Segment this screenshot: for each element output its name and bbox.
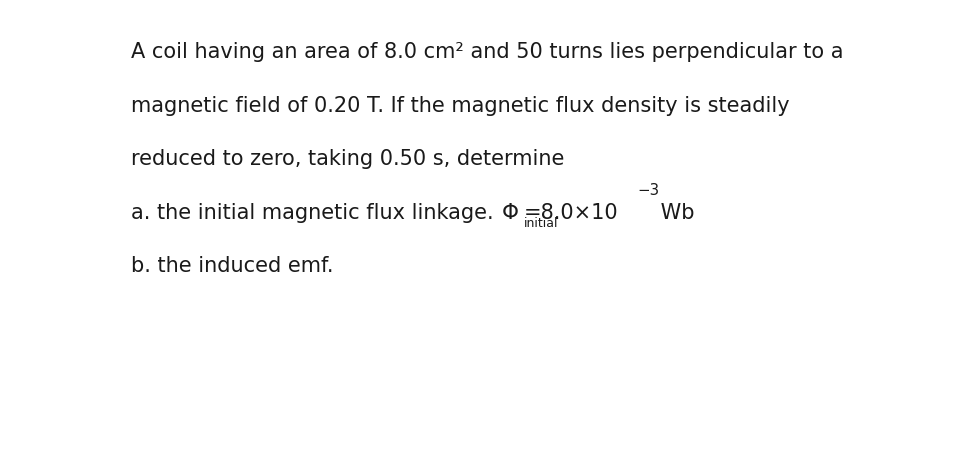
Text: initial: initial xyxy=(524,217,558,230)
Text: b. the induced emf.: b. the induced emf. xyxy=(131,256,333,276)
Text: A coil having an area of 8.0 cm² and 50 turns lies perpendicular to a: A coil having an area of 8.0 cm² and 50 … xyxy=(131,42,844,62)
Text: reduced to zero, taking 0.50 s, determine: reduced to zero, taking 0.50 s, determin… xyxy=(131,149,565,169)
Text: −3: −3 xyxy=(638,183,660,198)
Text: Wb: Wb xyxy=(654,203,695,223)
Text: =8.0×10: =8.0×10 xyxy=(524,203,618,223)
Text: a. the initial magnetic flux linkage.: a. the initial magnetic flux linkage. xyxy=(131,203,494,223)
Text: Φ: Φ xyxy=(502,203,518,223)
Text: magnetic field of 0.20 T. If the magnetic flux density is steadily: magnetic field of 0.20 T. If the magneti… xyxy=(131,96,790,116)
